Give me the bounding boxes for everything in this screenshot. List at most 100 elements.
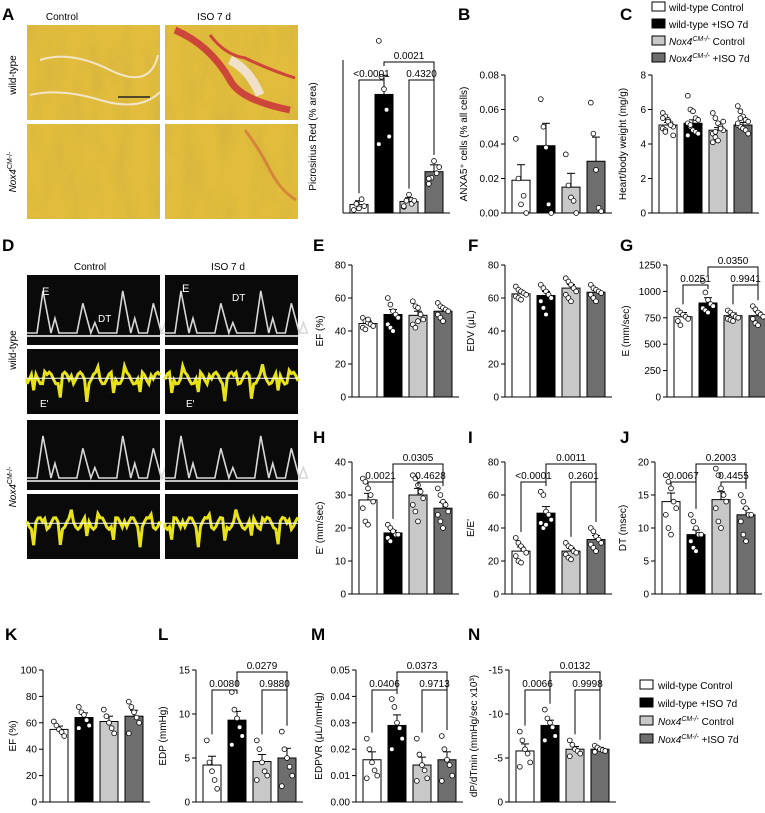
- comparison-bracket: [421, 689, 448, 733]
- data-point: [231, 706, 238, 713]
- data-point: [361, 203, 368, 209]
- y-axis-label: EDP (mmHg): [158, 706, 169, 765]
- legend-swatch-wt-control: [639, 679, 654, 690]
- data-point: [420, 495, 427, 502]
- p-value-label: 0.9880: [259, 679, 290, 690]
- data-point: [591, 749, 598, 755]
- data-point: [365, 485, 371, 492]
- data-point: [685, 316, 691, 322]
- data-point: [540, 123, 547, 130]
- data-point: [83, 717, 90, 723]
- data-point: [396, 725, 403, 731]
- data-point: [131, 709, 137, 716]
- legend-label-nox-control: Nox4CM-/- Control: [669, 36, 745, 48]
- legend-swatch-nox-control: [651, 35, 666, 46]
- p-value-label: 0.0021: [394, 51, 425, 62]
- data-point: [363, 735, 370, 742]
- data-point: [737, 518, 744, 525]
- y-tick-label: 0: [640, 209, 646, 220]
- data-point: [214, 785, 221, 792]
- chart-e: E EF (%) 0 20 40 60 80: [313, 236, 459, 404]
- data-point: [106, 719, 112, 726]
- data-point: [350, 207, 357, 213]
- echo-label-eprime: E': [40, 399, 49, 410]
- y-tick-label: 0.01: [331, 771, 351, 782]
- y-tick-label: 5: [184, 754, 190, 765]
- y-tick-label: 60: [488, 491, 500, 502]
- data-point: [390, 528, 396, 535]
- y-tick-label: 2: [640, 174, 646, 185]
- bar: [358, 499, 378, 595]
- comparison-bracket: [574, 689, 601, 740]
- data-point: [598, 208, 604, 215]
- data-point: [412, 508, 419, 515]
- data-point: [383, 106, 390, 113]
- data-point: [674, 318, 681, 324]
- data-point: [590, 528, 597, 535]
- data-point: [234, 715, 240, 722]
- bar: [277, 757, 297, 803]
- data-point: [590, 130, 597, 137]
- comparison-bracket: [396, 671, 448, 730]
- data-point: [545, 511, 552, 518]
- data-point: [712, 115, 719, 121]
- y-tick-label: 0.03: [331, 718, 351, 729]
- data-point: [411, 197, 418, 204]
- data-point: [365, 316, 371, 323]
- p-value-label: 0.0132: [560, 661, 591, 672]
- histology-col-label-iso: ISO 7 d: [197, 12, 231, 23]
- y-tick-label: 10: [179, 710, 191, 721]
- data-point: [421, 767, 428, 774]
- histology-col-label-control: Control: [46, 12, 78, 23]
- chart-n: NdP/dTmin (mmHg/sec x10³) 0 -5 -10 -15 0.0066…: [468, 625, 616, 809]
- data-point: [723, 498, 729, 505]
- panel-letter: F: [468, 236, 478, 255]
- y-tick-label: 0: [493, 590, 499, 601]
- data-point: [417, 311, 424, 318]
- data-point: [101, 706, 107, 713]
- y-tick-label: 0.06: [480, 105, 500, 116]
- y-tick-label: 20: [488, 557, 500, 568]
- data-point: [236, 724, 243, 730]
- data-point: [388, 746, 395, 752]
- data-point: [662, 511, 669, 518]
- tissue-doppler-trace: [25, 509, 162, 548]
- echo-col-label-iso: ISO 7 d: [211, 262, 245, 273]
- bar: [723, 315, 743, 398]
- data-point: [413, 778, 420, 784]
- data-point: [229, 741, 235, 748]
- data-point: [387, 538, 394, 544]
- doppler-trace: [27, 435, 171, 481]
- data-point: [403, 197, 410, 204]
- data-point: [755, 322, 761, 328]
- legend-label-wt-iso: wild-type +ISO 7d: [657, 699, 737, 710]
- p-value-label: 0.9713: [419, 679, 450, 690]
- legend-swatch-wt-iso: [639, 697, 654, 708]
- data-point: [103, 713, 110, 719]
- y-tick-label: 20: [335, 360, 347, 371]
- p-value-label: 0.0066: [522, 679, 553, 690]
- echo-label-e: E: [42, 286, 49, 298]
- p-value-label: 0.0279: [247, 661, 278, 672]
- data-point: [734, 103, 741, 109]
- chart-c: C Heart/body weight (mg/g) 0 2 4 6 8: [618, 5, 759, 220]
- data-point: [548, 210, 554, 216]
- panel-letter: C: [620, 5, 632, 24]
- data-point: [745, 130, 751, 137]
- data-point: [281, 746, 288, 752]
- data-point: [416, 751, 423, 758]
- y-tick-label: 80: [488, 458, 500, 469]
- data-point: [673, 505, 679, 512]
- y-tick-label: 10: [638, 524, 650, 535]
- data-point: [512, 535, 519, 541]
- y-tick-label: 750: [644, 313, 661, 324]
- echo-row-label-wildtype: wild-type: [8, 330, 19, 371]
- y-axis-label: ANXA5⁺ cells (% all cells): [459, 87, 470, 202]
- chart-g: G E (mm/sec) 0 250 500 750 1000 1250 0.0251 0.994…: [620, 236, 765, 404]
- data-point: [386, 133, 393, 140]
- p-value-label: 0.9941: [730, 274, 761, 285]
- data-point: [662, 129, 669, 135]
- data-point: [598, 540, 604, 546]
- data-point: [415, 518, 421, 525]
- chart-a: Picrosirius Red (% area) <0.0001 0.4320 0.0…: [308, 38, 450, 214]
